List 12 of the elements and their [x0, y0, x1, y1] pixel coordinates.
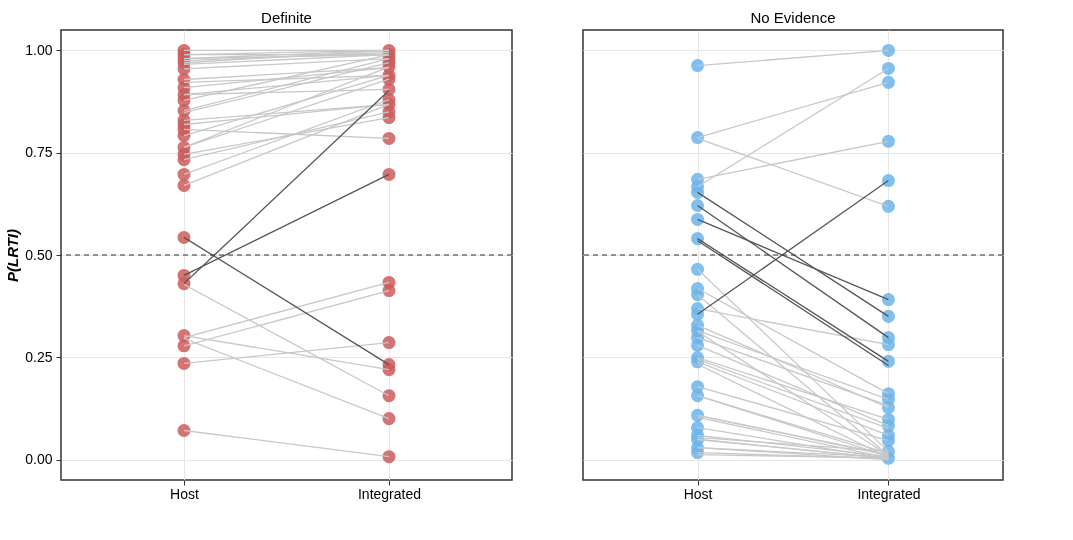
y-tick-label: 0.25 — [25, 348, 53, 365]
x-tick-label: Host — [170, 485, 199, 502]
y-tick-label: 0.75 — [25, 144, 53, 161]
x-tick-label: Host — [683, 485, 713, 502]
y-tick-label: 0.00 — [25, 451, 53, 468]
y-tick-label: 0.50 — [25, 246, 53, 263]
y-tick-label: 1.00 — [25, 41, 53, 58]
chart-title: No Evidence — [750, 9, 836, 26]
y-axis-title: P(LRTI) — [4, 228, 22, 283]
x-tick-label: Integrated — [857, 485, 921, 502]
x-tick-label: Integrated — [357, 485, 422, 502]
chart-title: Definite — [261, 9, 312, 26]
